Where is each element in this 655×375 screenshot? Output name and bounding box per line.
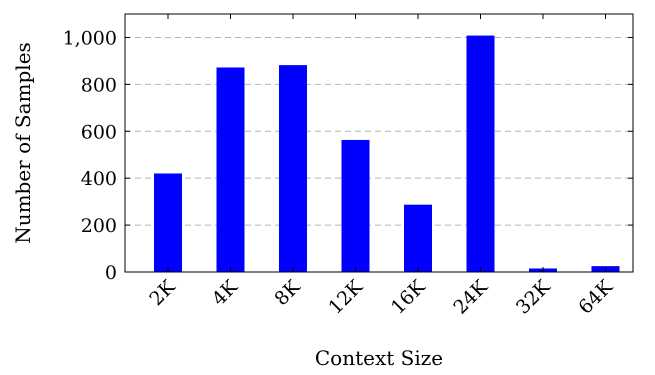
x-tick-label: 12K xyxy=(324,275,367,318)
x-tick-label: 4K xyxy=(208,275,243,310)
y-tick-label: 200 xyxy=(81,215,117,237)
x-tick-label: 32K xyxy=(512,275,555,318)
x-tick-label: 16K xyxy=(387,275,430,318)
bar-8k xyxy=(279,65,307,272)
bars xyxy=(154,35,620,272)
bar-2k xyxy=(154,173,182,272)
y-tick-label: 1,000 xyxy=(63,27,117,49)
gridlines xyxy=(125,36,633,226)
bar-24k xyxy=(466,35,495,272)
x-tick-labels: 2K 4K 8K 12K 16K 24K 32K 64K xyxy=(145,275,617,318)
y-tick-labels: 0 200 400 600 800 1,000 xyxy=(63,27,117,284)
bar-12k xyxy=(341,139,370,272)
y-axis-title: Number of Samples xyxy=(11,42,35,244)
x-tick-label: 64K xyxy=(574,275,617,318)
bar-16k xyxy=(404,204,432,272)
x-tick-label: 8K xyxy=(270,275,305,310)
x-axis-title: Context Size xyxy=(315,346,443,370)
plot-frame xyxy=(124,13,634,273)
y-tick-label: 400 xyxy=(81,168,117,190)
tick-marks xyxy=(125,14,633,273)
y-tick-label: 800 xyxy=(81,74,117,96)
x-tick-label: 24K xyxy=(449,275,492,318)
bar-4k xyxy=(216,67,245,272)
y-tick-label: 600 xyxy=(81,121,117,143)
x-tick-label: 2K xyxy=(145,275,180,310)
y-tick-label: 0 xyxy=(105,262,117,284)
